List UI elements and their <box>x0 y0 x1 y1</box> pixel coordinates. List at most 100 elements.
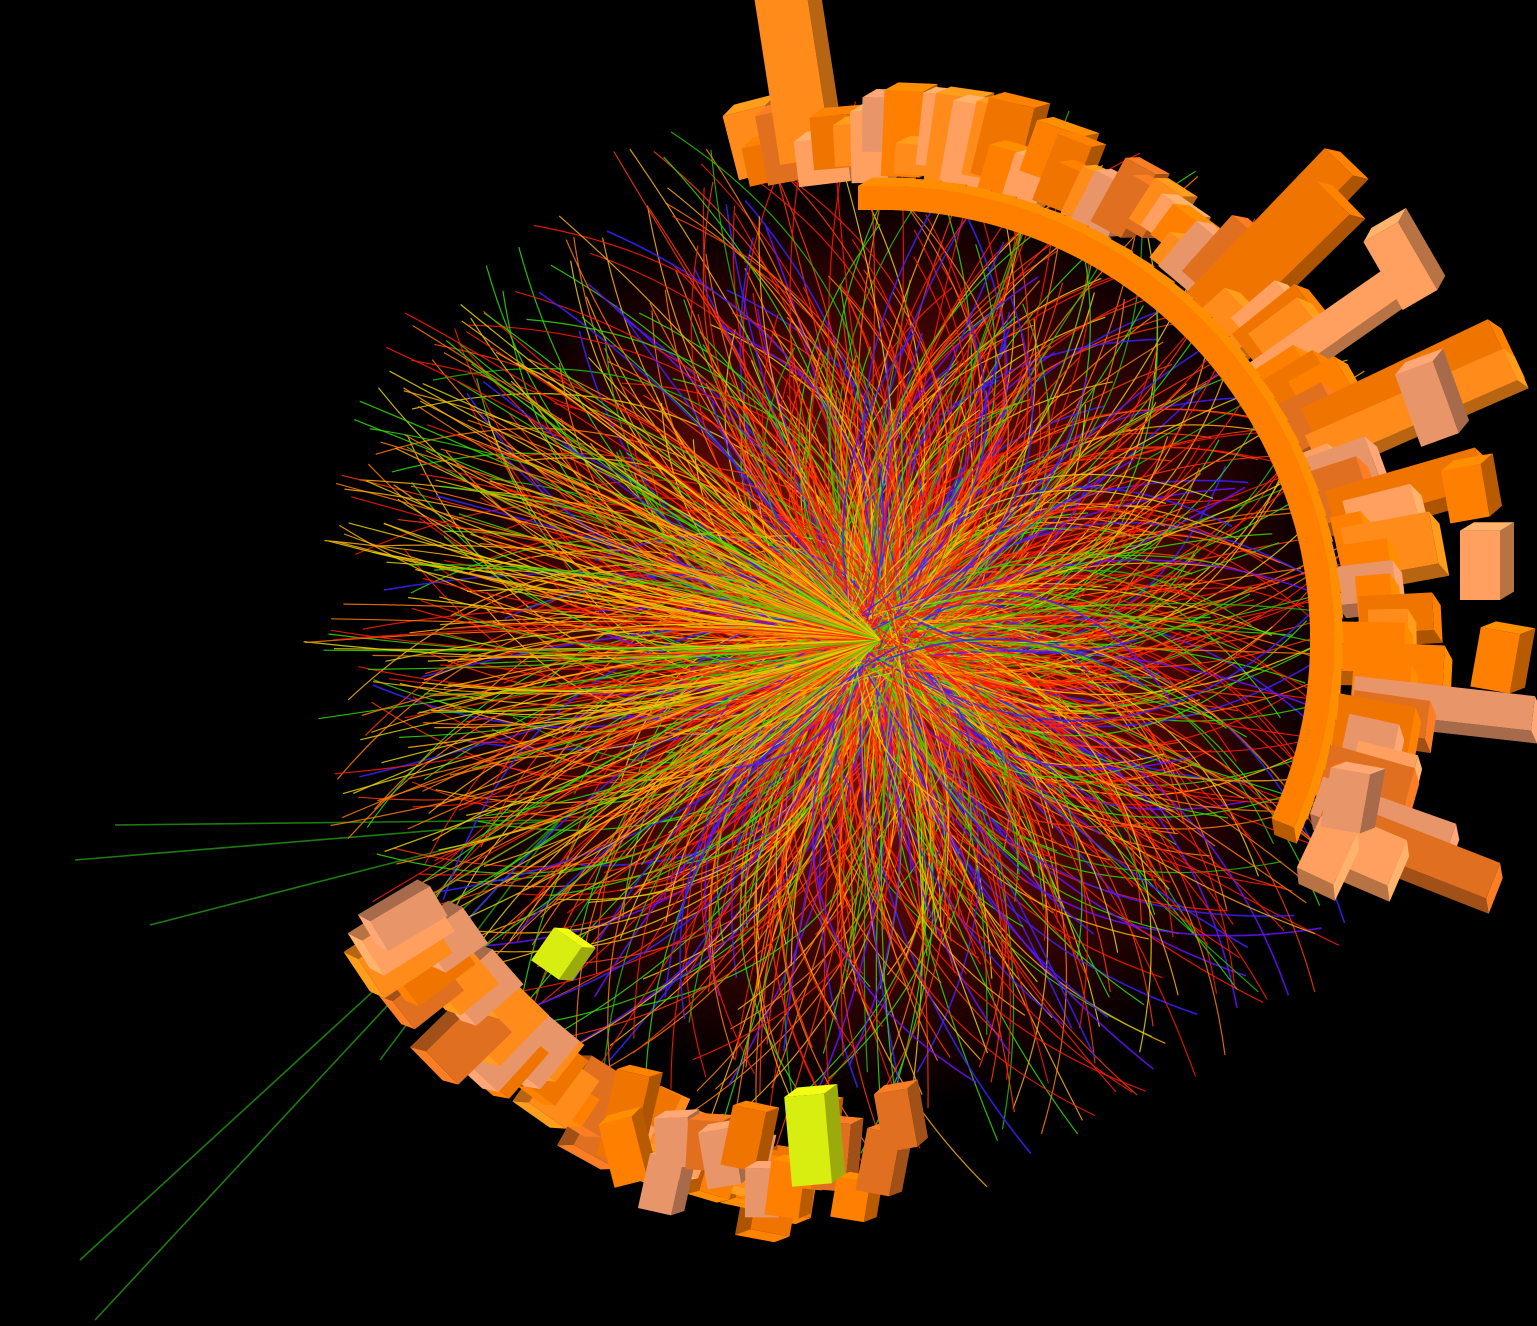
particle-track <box>632 634 869 1054</box>
particle-track <box>409 564 881 641</box>
particle-track <box>900 398 911 628</box>
particle-track <box>864 338 1157 617</box>
beam-track <box>74 819 561 861</box>
particle-track <box>892 639 988 735</box>
calorimeter-tower <box>1271 777 1313 844</box>
particle-track <box>455 527 881 641</box>
calorimeter-tower <box>1470 621 1536 694</box>
particle-track <box>872 642 1150 828</box>
particle-track <box>472 639 881 746</box>
calorimeter-tower <box>1441 453 1503 524</box>
particle-track <box>384 639 881 853</box>
particle-track <box>894 256 968 643</box>
particle-track <box>608 651 853 1062</box>
particle-track <box>867 295 1034 633</box>
particle-track <box>884 664 1119 953</box>
particle-track <box>889 664 1175 813</box>
particle-track <box>891 639 1011 1080</box>
particle-track <box>875 664 1059 924</box>
particle-track <box>489 480 881 641</box>
particle-track <box>903 436 1169 622</box>
particle-track <box>648 207 860 618</box>
calorimeter-tower <box>1296 816 1360 901</box>
highlighted-tower <box>531 927 596 981</box>
particle-track <box>394 639 881 934</box>
particle-track <box>440 639 881 670</box>
particle-track <box>839 285 921 627</box>
particle-track <box>861 627 939 1062</box>
particle-track <box>867 627 1240 959</box>
particle-track <box>863 658 1322 937</box>
calorimeter-tower <box>1395 348 1470 447</box>
particle-track <box>422 383 881 641</box>
particle-track <box>851 660 1096 1117</box>
particle-track <box>875 617 1313 787</box>
particle-track <box>407 639 881 930</box>
calorimeter-tower <box>873 1079 929 1153</box>
particle-track <box>901 646 1226 1055</box>
particle-track <box>553 630 898 1041</box>
particle-track <box>876 231 1037 656</box>
particle-track <box>863 332 924 631</box>
particle-track <box>304 628 881 644</box>
beam-track <box>114 819 561 826</box>
particle-track <box>324 539 881 641</box>
particle-track <box>904 634 1133 1093</box>
particle-track <box>515 362 881 641</box>
particle-track <box>908 616 1138 654</box>
particle-track <box>495 351 881 641</box>
particle-track <box>449 622 881 641</box>
particle-track <box>613 151 903 615</box>
charged-particle-tracks <box>303 98 1442 1194</box>
particle-track <box>877 642 929 1109</box>
particle-track <box>849 625 901 939</box>
particle-track <box>385 623 881 662</box>
particle-track <box>422 619 860 792</box>
particle-track <box>466 639 881 816</box>
particle-track <box>680 622 858 987</box>
particle-track <box>528 358 881 641</box>
particle-track <box>863 642 923 1095</box>
particle-track <box>888 577 1228 620</box>
particle-track <box>859 341 1164 643</box>
particle-track <box>431 639 881 712</box>
particle-track <box>872 292 1159 670</box>
particle-track <box>432 639 881 842</box>
particle-track <box>664 640 903 735</box>
particle-track <box>403 387 881 641</box>
particle-track <box>408 639 881 780</box>
particle-track <box>879 471 987 629</box>
particle-track <box>876 627 1001 1038</box>
particle-track <box>696 663 902 1092</box>
particle-track <box>373 639 881 695</box>
particle-track <box>341 639 881 819</box>
particle-track <box>702 181 884 612</box>
particle-track <box>904 612 1129 726</box>
particle-track <box>633 640 876 896</box>
particle-track <box>873 659 1064 1026</box>
particle-track <box>906 500 958 615</box>
particle-track <box>720 647 866 1128</box>
particle-track <box>863 662 1110 861</box>
highlighted-tower <box>784 1084 846 1187</box>
particle-track <box>811 668 977 1084</box>
calorimeter-tower <box>720 1100 780 1172</box>
particle-track <box>889 613 1283 812</box>
particle-track <box>423 639 881 726</box>
particle-track <box>422 578 881 641</box>
particle-track <box>880 633 902 1135</box>
particle-track <box>857 248 1111 644</box>
particle-track <box>743 260 897 626</box>
particle-track <box>483 312 881 641</box>
particle-track <box>858 652 946 1096</box>
particle-track <box>443 636 881 689</box>
particle-track <box>893 563 1017 665</box>
particle-track <box>872 620 1308 737</box>
particle-track <box>861 632 999 1141</box>
highlighted-towers <box>531 927 846 1187</box>
particle-track <box>903 214 981 612</box>
particle-track <box>884 649 1109 1019</box>
particle-track <box>440 448 881 641</box>
particle-track <box>381 639 881 764</box>
particle-track <box>335 482 881 641</box>
